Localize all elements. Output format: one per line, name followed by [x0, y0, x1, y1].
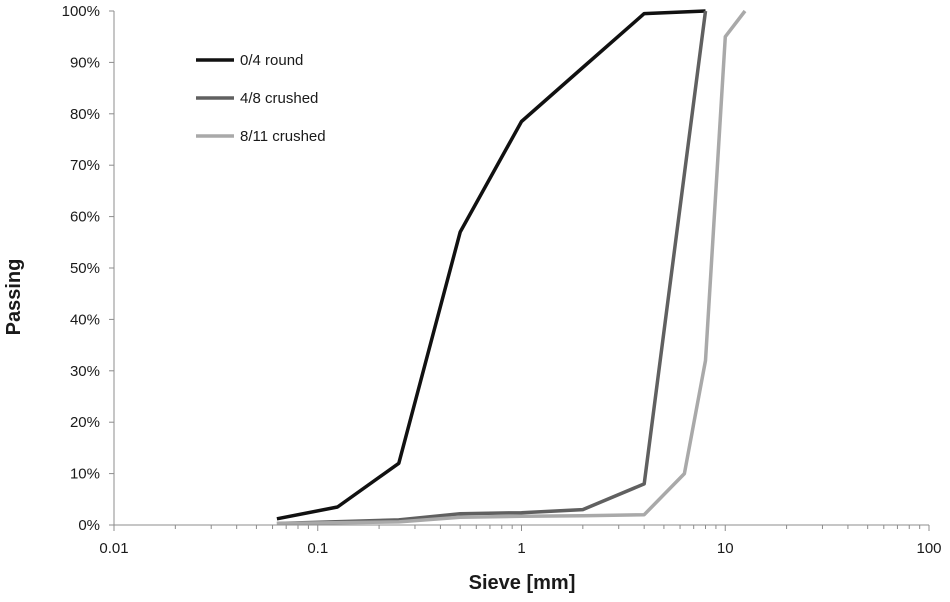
- y-tick-label: 100%: [62, 3, 100, 20]
- x-axis-title: Sieve [mm]: [469, 572, 576, 594]
- y-tick-label: 40%: [70, 311, 100, 328]
- x-tick-label: 100: [916, 540, 941, 557]
- y-tick-label: 70%: [70, 157, 100, 174]
- legend-label: 0/4 round: [240, 52, 303, 69]
- x-tick-label: 10: [717, 540, 734, 557]
- y-tick-label: 80%: [70, 106, 100, 123]
- y-tick-label: 60%: [70, 209, 100, 226]
- legend-label: 8/11 crushed: [240, 128, 326, 145]
- y-axis-title: Passing: [3, 259, 25, 336]
- plot-lines: [276, 9, 747, 526]
- y-tick-label: 90%: [70, 54, 100, 71]
- axes: [113, 11, 929, 526]
- x-tick-label: 0.1: [307, 540, 328, 557]
- series-line-2: [276, 10, 708, 526]
- y-tick-label: 30%: [70, 363, 100, 380]
- y-tick-label: 50%: [70, 260, 100, 277]
- x-tick-label: 0.01: [99, 540, 128, 557]
- y-tick-label: 20%: [70, 414, 100, 431]
- axis-ticks: 0% 10% 20% 30% 40% 50% 60% 70% 80% 90% 100% 0.01 0.1…: [62, 3, 942, 557]
- legend: 0/4 round 4/8 crushed 8/11 crushed: [196, 52, 326, 145]
- series-line-1: [276, 9, 706, 521]
- legend-label: 4/8 crushed: [240, 90, 318, 107]
- x-tick-label: 1: [517, 540, 525, 557]
- y-tick-label: 10%: [70, 466, 100, 483]
- y-tick-label: 0%: [78, 517, 100, 534]
- series-line-3: [276, 9, 747, 526]
